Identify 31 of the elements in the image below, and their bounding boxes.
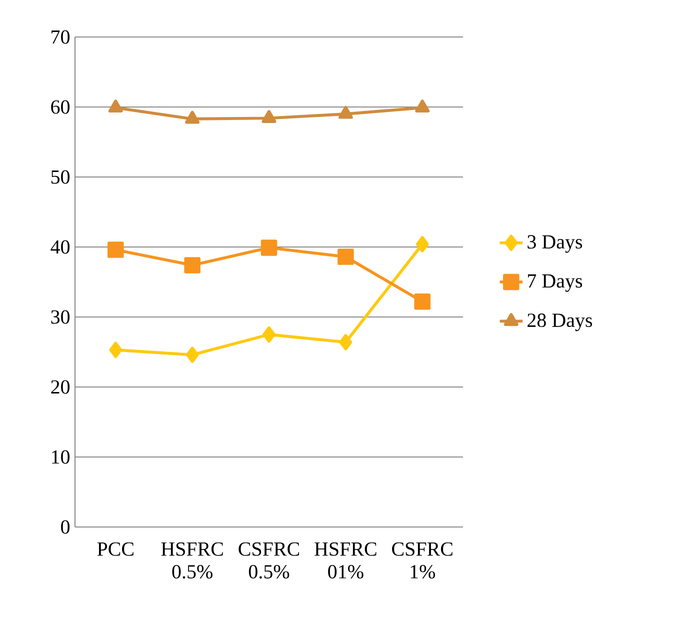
point xyxy=(262,326,276,343)
y-tick-label: 60 xyxy=(51,100,70,114)
x-tick-label: PCC xyxy=(97,542,134,556)
point xyxy=(185,110,200,124)
point xyxy=(415,100,430,113)
x-tick-label: HSFRC 0.5% xyxy=(161,542,223,579)
point xyxy=(108,100,123,113)
point xyxy=(414,293,431,310)
legend-label: 28 Days xyxy=(528,314,592,332)
point xyxy=(109,342,122,358)
x-tick-label: CSFRC 0.5% xyxy=(238,542,300,579)
point xyxy=(338,106,353,119)
y-tick-label: 40 xyxy=(50,240,70,254)
point xyxy=(186,346,199,363)
point xyxy=(260,240,278,256)
y-tick-label: 10 xyxy=(52,450,70,464)
legend-label: 7 Days xyxy=(528,274,582,292)
point xyxy=(262,110,276,123)
y-tick-label: 70 xyxy=(52,30,70,44)
y-tick-label: 30 xyxy=(51,310,70,324)
point xyxy=(339,334,352,350)
y-tick-label: 0 xyxy=(61,520,70,534)
y-tick-label: 20 xyxy=(51,380,70,394)
x-tick-label: HSFRC 01% xyxy=(314,542,376,579)
y-tick-label: 50 xyxy=(51,170,70,184)
point xyxy=(338,248,354,265)
point xyxy=(108,242,124,258)
legend-label: 3 Days xyxy=(528,235,582,253)
point xyxy=(416,236,429,252)
point xyxy=(184,257,200,274)
x-tick-label: CSFRC 1% xyxy=(392,542,452,579)
